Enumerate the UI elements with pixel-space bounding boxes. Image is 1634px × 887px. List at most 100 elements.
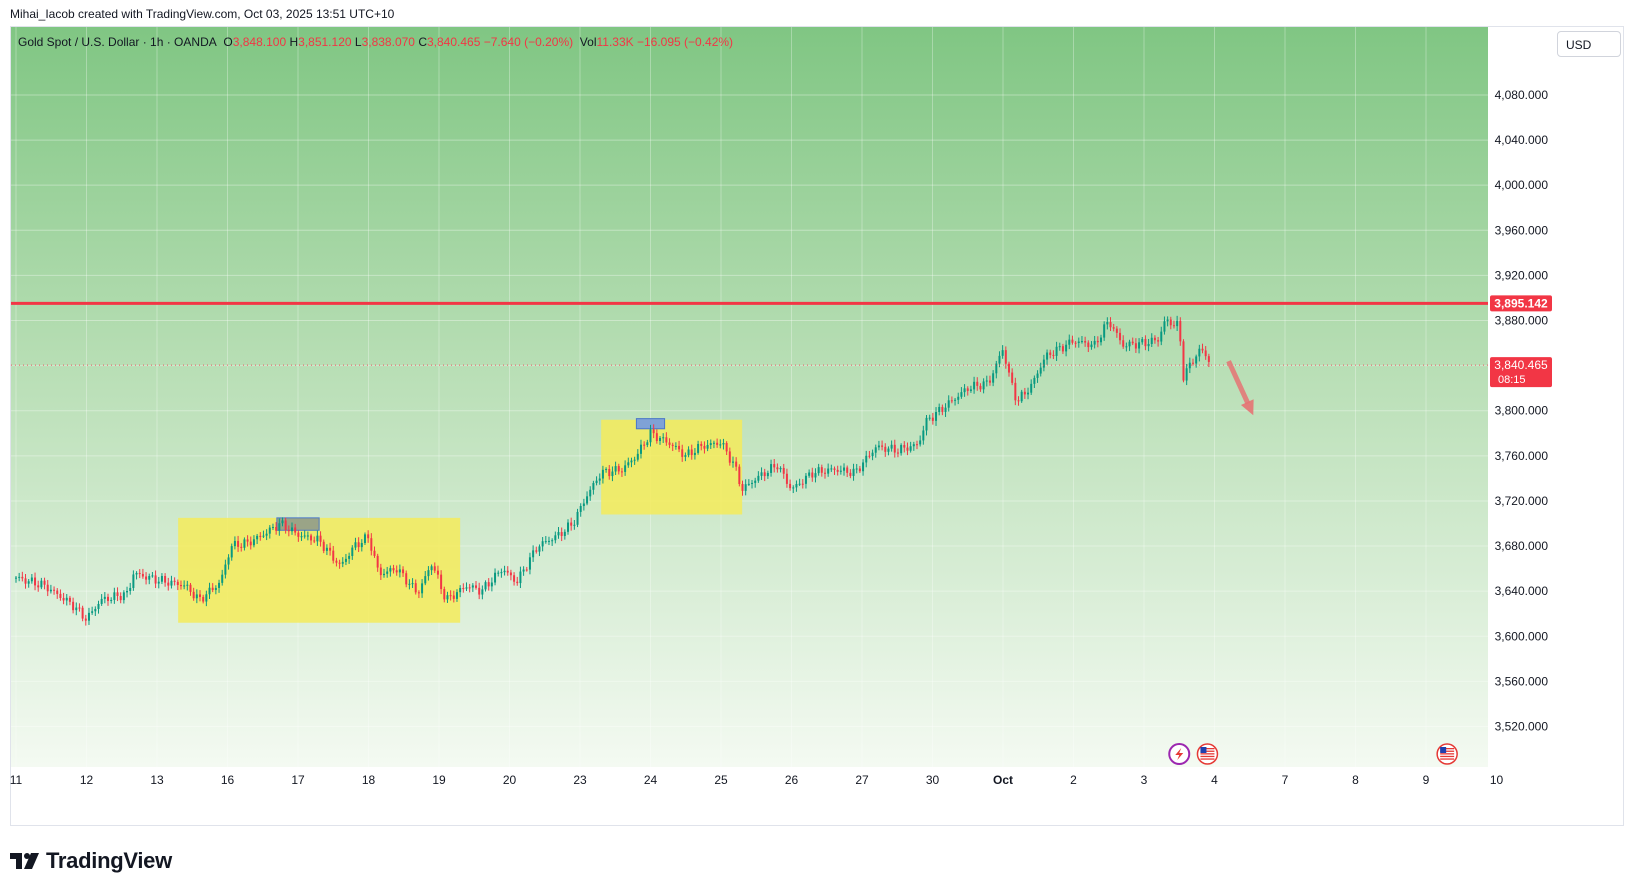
open-value: 3,848.100 [232,35,287,49]
candle-body [436,570,439,575]
candle-body [960,392,963,397]
candle-body [107,596,110,601]
candle-body [100,598,103,604]
earnings-flash-icon[interactable] [1168,743,1191,765]
candle-body [170,580,173,586]
high-label: H [289,35,299,49]
x-axis-tick-label: 16 [221,773,235,787]
candle-body [896,452,899,454]
currency-button[interactable]: USD [1557,31,1621,57]
candle-body [199,594,202,597]
candle-body [478,587,481,595]
candle-body [414,583,417,593]
candle-body [706,445,709,449]
y-axis-tick-label: 3,640.000 [1495,584,1549,598]
candle-body [325,547,328,551]
candle-body [62,597,65,601]
candle-body [1020,391,1023,402]
candle-body [541,541,544,547]
candle-body [151,575,154,577]
candle-body [1204,350,1207,357]
candle-body [1179,320,1182,342]
x-axis-tick-label: 27 [855,773,869,787]
tradingview-brand[interactable]: TradingView [10,846,172,876]
candle-body [68,597,71,602]
candle-body [1163,321,1166,332]
candle-body [865,455,868,463]
candle-body [944,407,947,412]
candle-body [497,572,500,574]
candle-body [820,467,823,473]
candle-body [811,472,814,478]
candle-body [954,399,957,401]
candle-body [49,589,52,592]
candle-body [281,520,284,524]
candle-body [411,583,414,585]
candle-body [398,569,401,573]
candle-body [376,555,379,568]
candle-body [421,583,424,594]
x-axis-tick-label: 23 [573,773,587,787]
candle-body [494,572,497,583]
candle-body [1115,328,1118,333]
candle-body [665,437,668,443]
candle-body [103,596,106,599]
y-axis-tick-label: 3,800.000 [1495,404,1549,418]
candle-body [164,576,167,583]
candle-body [351,547,354,556]
low-label: L [354,35,362,49]
candle-body [113,592,116,600]
volume-value: 11.33K [596,35,634,49]
candle-body [528,557,531,570]
us-flag-icon[interactable] [1196,743,1219,765]
candle-body [579,506,582,512]
candle-body [141,573,144,577]
candle-body [903,445,906,448]
candle-body [792,487,795,489]
candle-body [966,388,969,391]
candle-body [1112,327,1115,329]
candle-body [300,536,303,538]
candle-body [37,585,40,588]
candle-body [424,576,427,584]
price-change: −7.640 (−0.20%) [483,35,574,49]
candle-body [1087,342,1090,348]
candle-body [789,483,792,489]
candle-body [237,540,240,547]
candle-body [890,444,893,449]
candle-body [992,373,995,383]
candle-body [843,467,846,471]
candle-body [935,412,938,421]
candle-body [59,593,62,598]
candle-body [919,440,922,445]
candle-body [167,582,170,586]
candle-body [925,417,928,431]
candle-body [979,385,982,390]
candle-body [887,448,890,452]
candle-body [481,589,484,595]
last-price-tag: 3,840.465 08:15 [1490,357,1552,388]
candle-body [370,538,373,551]
plot-background [11,27,1488,767]
candle-body [145,576,148,580]
candle-body [78,607,81,609]
symbol-name[interactable]: Gold Spot / U.S. Dollar · 1h · OANDA [18,35,217,49]
candle-body [316,535,319,542]
candle-body [154,575,157,584]
candle-body [1090,344,1093,348]
candle-body [855,468,858,470]
candle-body [973,381,976,390]
candle-body [601,469,604,479]
candle-body [747,483,750,485]
candle-body [798,483,801,485]
x-axis-tick-label: 19 [432,773,446,787]
candle-body [205,594,208,602]
candle-body [173,580,176,582]
candle-body [773,464,776,468]
us-flag-icon[interactable] [1436,743,1458,765]
candle-body [379,567,382,576]
candle-body [43,580,46,585]
candle-body [589,489,592,497]
candle-body [1169,319,1172,326]
